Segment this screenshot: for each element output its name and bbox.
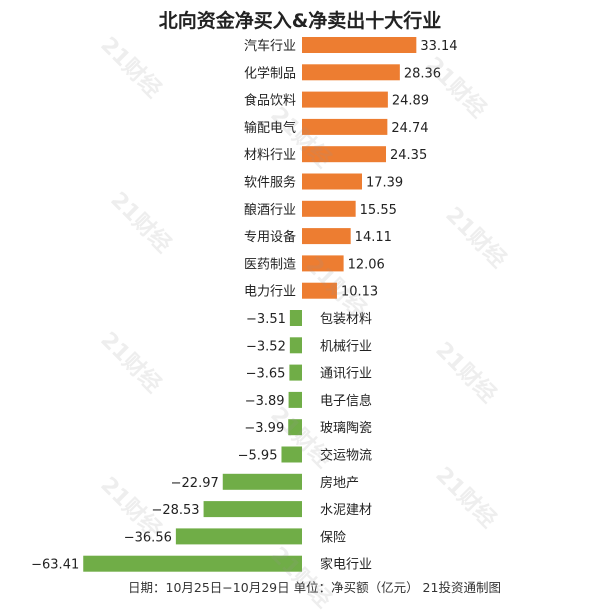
bar-15 — [288, 419, 302, 436]
value-label: −36.56 — [124, 530, 172, 545]
category-label: 玻璃陶瓷 — [320, 420, 372, 436]
bar-3 — [302, 91, 388, 108]
bar-20 — [83, 555, 302, 572]
category-label: 食品饮料 — [244, 93, 296, 109]
bar-19 — [175, 528, 302, 545]
value-label: −28.53 — [151, 503, 199, 518]
category-label: 电子信息 — [320, 393, 372, 409]
category-label: 医药制造 — [244, 257, 296, 272]
value-label: −3.89 — [245, 394, 285, 409]
value-label: −22.97 — [171, 476, 219, 491]
category-label: 专用设备 — [244, 229, 296, 245]
bar-14 — [288, 391, 302, 408]
bar-13 — [289, 364, 302, 381]
value-label: −3.65 — [246, 367, 286, 382]
category-label: 房地产 — [320, 475, 359, 491]
category-label: 软件服务 — [244, 175, 296, 191]
bar-6 — [302, 173, 362, 190]
bar-10 — [302, 282, 337, 299]
category-label: 输配电气 — [244, 120, 296, 136]
category-label: 汽车行业 — [244, 38, 296, 54]
category-label: 家电行业 — [320, 557, 372, 573]
bar-8 — [302, 228, 351, 245]
value-label: −5.95 — [238, 449, 278, 464]
value-label: 12.06 — [348, 257, 385, 272]
bar-11 — [289, 310, 302, 326]
category-label: 化学制品 — [244, 65, 296, 81]
category-label: 保险 — [320, 530, 346, 545]
value-label: 14.11 — [355, 230, 392, 245]
value-label: 17.39 — [366, 176, 403, 191]
category-label: 机械行业 — [320, 339, 372, 354]
category-label: 电力行业 — [244, 285, 296, 300]
bar-1 — [302, 37, 417, 53]
bar-9 — [302, 255, 344, 272]
value-label: −3.52 — [246, 339, 286, 354]
category-label: 通讯行业 — [320, 367, 372, 382]
value-label: −3.99 — [244, 421, 284, 436]
chart-footer: 日期：10月25日−10月29日 单位：净买额（亿元） 21投资通制图 — [128, 580, 501, 595]
chart-title: 北向资金净买入&净卖出十大行业 — [158, 10, 442, 32]
category-label: 酿酒行业 — [244, 202, 296, 218]
bar-7 — [302, 200, 356, 217]
value-label: 24.74 — [391, 121, 428, 136]
bar-12 — [289, 337, 302, 354]
value-label: 28.36 — [404, 66, 441, 81]
category-label: 水泥建材 — [320, 503, 372, 518]
value-label: 10.13 — [341, 285, 378, 300]
bar-4 — [302, 118, 388, 135]
category-label: 材料行业 — [244, 148, 296, 163]
category-label: 交运物流 — [320, 448, 372, 464]
value-label: −63.41 — [31, 558, 79, 573]
value-label: −3.51 — [246, 312, 286, 327]
bar-17 — [222, 473, 302, 490]
value-label: 24.89 — [392, 94, 429, 109]
bar-16 — [281, 446, 302, 463]
bar-18 — [203, 501, 302, 518]
value-label: 33.14 — [420, 39, 457, 54]
bar-2 — [302, 64, 400, 81]
category-label: 包装材料 — [320, 312, 372, 327]
value-label: 15.55 — [360, 203, 397, 218]
bar-chart: 汽车行业 33.14 化学制品 28.36 食品饮料 24.89 输配电气 24.74 材料行业… — [31, 37, 458, 573]
value-label: 24.35 — [390, 148, 427, 163]
bar-5 — [302, 146, 387, 163]
